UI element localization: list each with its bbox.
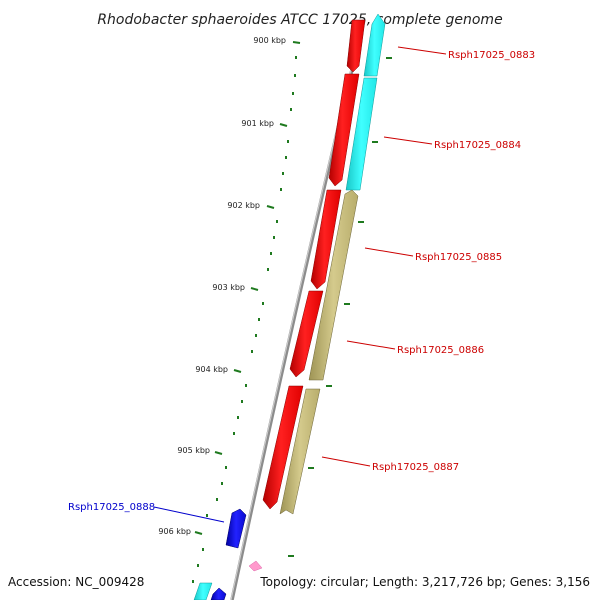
olive-gene-track	[279, 189, 359, 515]
tick-label-900: 900 kbp	[253, 36, 286, 45]
gene-red-5[interactable]	[262, 385, 304, 510]
tick-903-mark	[250, 287, 259, 291]
leader-0884	[383, 136, 433, 145]
tick-902-mark	[266, 205, 275, 209]
tick-900-mark	[292, 41, 301, 44]
leader-0888	[153, 506, 225, 523]
leader-0886	[346, 340, 396, 350]
leader-0883	[397, 46, 447, 55]
gene-blue-2[interactable]	[210, 587, 227, 600]
gene-label-0886[interactable]: Rsph17025_0886	[397, 345, 484, 356]
tick-label-901: 901 kbp	[241, 119, 274, 128]
leader-0887	[321, 456, 371, 467]
tick-904-mark	[233, 369, 242, 373]
tick-905-mark	[214, 451, 223, 455]
gene-red-3[interactable]	[310, 189, 342, 290]
tick-label-904: 904 kbp	[195, 365, 228, 374]
forward-gene-track	[262, 19, 366, 510]
gene-label-0888[interactable]: Rsph17025_0888	[68, 502, 155, 513]
genome-summary-text: Topology: circular; Length: 3,217,726 bp…	[259, 575, 590, 589]
gene-label-0885[interactable]: Rsph17025_0885	[415, 252, 502, 263]
gene-olive-2[interactable]	[279, 388, 321, 515]
kbp-tick-marks	[194, 41, 301, 535]
gene-cyan-2[interactable]	[345, 77, 378, 191]
scale-dots	[192, 56, 297, 583]
tick-901-mark	[279, 123, 288, 127]
leader-0885	[364, 247, 414, 257]
gene-label-0884[interactable]: Rsph17025_0884	[434, 140, 521, 151]
tick-label-906: 906 kbp	[158, 527, 191, 536]
cyan-gene-track	[193, 13, 386, 600]
gene-red-2[interactable]	[328, 73, 360, 187]
gene-red-1[interactable]	[346, 19, 366, 73]
gene-olive-1[interactable]	[308, 189, 359, 381]
tick-label-903: 903 kbp	[212, 283, 245, 292]
tick-label-902: 902 kbp	[227, 201, 260, 210]
tick-906-mark	[194, 531, 203, 535]
map-title: Rhodobacter sphaeroides ATCC 17025, comp…	[97, 12, 502, 28]
gene-label-0883[interactable]: Rsph17025_0883	[448, 50, 535, 61]
gene-blue-1[interactable]	[225, 508, 247, 549]
accession-text: Accession: NC_009428	[8, 575, 144, 589]
gene-cyan-3[interactable]	[193, 582, 213, 600]
gene-cyan-1[interactable]	[363, 13, 386, 77]
outer-track-ticks	[288, 57, 392, 557]
tick-label-905: 905 kbp	[177, 446, 210, 455]
label-leaders	[153, 46, 447, 523]
other-gene-track	[210, 508, 263, 600]
gene-red-4[interactable]	[289, 290, 324, 378]
gene-pink-1[interactable]	[248, 560, 263, 572]
gene-label-0887[interactable]: Rsph17025_0887	[372, 462, 459, 473]
